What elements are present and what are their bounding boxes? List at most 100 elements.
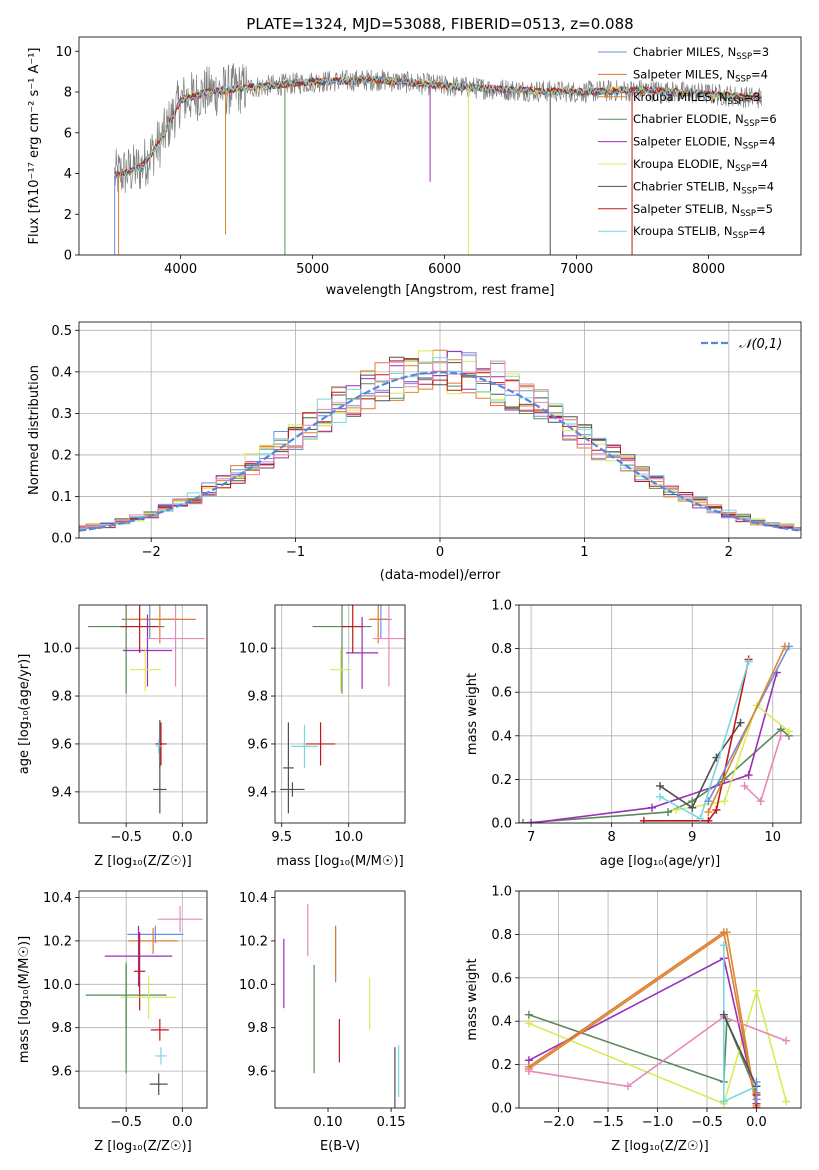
series-marker (776, 731, 785, 740)
legend-sub: SSP (736, 52, 752, 62)
legend-sub: SSP (735, 164, 751, 174)
spectrum-lines (114, 63, 762, 255)
x-tick-label: 5000 (296, 262, 329, 277)
legend-text: =3 (752, 45, 769, 59)
series-marker (527, 819, 536, 823)
residuals-ylabel: Normed distribution (27, 365, 42, 495)
legend-label: Chabrier MILES, NSSP=3 (633, 45, 769, 62)
legend-text: Salpeter STELIB, N (633, 202, 740, 216)
spectrum-axes: 4000 5000 6000 7000 8000 0 2 4 6 8 10 (55, 45, 725, 277)
y-tick-label: 0.6 (491, 971, 512, 986)
y-tick-label: 9.4 (51, 785, 72, 800)
legend-text: =4 (759, 135, 776, 149)
series-line (643, 659, 750, 822)
legend-sub: SSP (735, 74, 751, 84)
y-tick-label: 9.4 (247, 785, 268, 800)
y-tick-label: 0.0 (51, 532, 72, 547)
y-tick-label: 10.2 (239, 934, 268, 949)
y-tick-label: 10.4 (239, 891, 268, 906)
legend-sub: SSP (741, 186, 757, 196)
y-tick-label: 6 (64, 126, 72, 141)
series-marker (744, 657, 753, 666)
x-tick-label: 8000 (692, 262, 725, 277)
legend-sub: SSP (744, 119, 760, 129)
series-marker (712, 805, 721, 814)
histogram-series (79, 355, 801, 530)
legend-label: Salpeter STELIB, NSSP=5 (633, 202, 773, 219)
y-tick-label: 0.4 (491, 729, 512, 744)
y-tick-label: 0.6 (491, 686, 512, 701)
series-marker (744, 771, 753, 780)
y-tick-label: 10.0 (239, 978, 268, 993)
age_vs_mass-points (280, 605, 405, 814)
legend-text: =4 (751, 157, 768, 171)
legend-sub: SSP (728, 97, 744, 107)
x-tick-label: −2 (142, 545, 161, 560)
legend-text: =4 (748, 224, 765, 238)
y-tick-label: 9.6 (51, 1065, 72, 1080)
legend-label: Salpeter MILES, NSSP=4 (633, 67, 768, 84)
x-tick-label: 0.15 (377, 1115, 406, 1130)
legend-label: Salpeter ELODIE, NSSP=4 (633, 135, 776, 152)
mass_vs_ebv-frame (274, 890, 406, 1109)
x-tick-label: −0.5 (110, 1115, 142, 1130)
y-tick-label: 9.8 (51, 690, 72, 705)
series-line (530, 672, 778, 823)
spectrum-xlabel: wavelength [Angstrom, rest frame] (326, 283, 555, 298)
legend-text: Kroupa ELODIE, N (633, 157, 735, 171)
legend-text: Salpeter ELODIE, N (633, 135, 743, 149)
series-marker (524, 1010, 533, 1019)
series-line (528, 1015, 787, 1088)
weight_vs_Z-lines (524, 928, 791, 1108)
x-tick-label: 0.0 (746, 1115, 767, 1130)
legend-label: Kroupa STELIB, NSSP=4 (633, 224, 765, 241)
weight_vs_age-lines (519, 642, 793, 823)
mass_vs_Z-axes: −0.5 0.0 9.6 9.8 10.0 10.2 10.4 (43, 891, 207, 1130)
y-tick-label: 0.2 (491, 773, 512, 788)
y-tick-label: 0 (64, 249, 72, 264)
x-tick-label: 4000 (164, 262, 197, 277)
legend-label: Chabrier ELODIE, NSSP=6 (633, 112, 777, 129)
residuals-xlabel: (data-model)/error (380, 568, 501, 583)
series-marker (656, 781, 664, 790)
x-tick-label: 7 (527, 830, 535, 845)
spectrum-ylabel: Flux [fλ10⁻¹⁷ erg cm⁻² s⁻¹ A⁻¹] (27, 48, 42, 245)
x-tick-label: −1.0 (642, 1115, 674, 1130)
x-tick-label: 9 (688, 830, 696, 845)
gaussian-curve (79, 371, 801, 532)
y-tick-label: 0.1 (51, 490, 72, 505)
series-marker (623, 1082, 632, 1091)
histogram-series (79, 362, 801, 531)
y-tick-label: 9.6 (247, 1065, 268, 1080)
mass_vs_Z-xlabel: Z [log₁₀(Z/Z☉)] (94, 1139, 191, 1154)
x-tick-label: −0.5 (110, 830, 142, 845)
legend-sub: SSP (733, 231, 749, 241)
y-tick-label: 2 (64, 208, 72, 223)
series-marker (740, 781, 749, 790)
legend-text: =5 (756, 202, 773, 216)
x-tick-label: 0.0 (172, 1115, 193, 1130)
y-tick-label: 0.4 (51, 365, 72, 380)
legend-text: =6 (760, 112, 777, 126)
weight_vs_Z-xlabel: Z [log₁₀(Z/Z☉)] (611, 1139, 708, 1154)
y-tick-label: 9.6 (51, 737, 72, 752)
x-tick-label: 6000 (428, 262, 461, 277)
series-line (528, 1013, 758, 1094)
weight_vs_age-xlabel: age [log₁₀(age/yr)] (600, 854, 721, 869)
spectrum-title: PLATE=1324, MJD=53088, FIBERID=0513, z=0… (246, 15, 633, 33)
age_vs_Z-axes: −0.5 0.0 9.4 9.6 9.8 10.0 (43, 605, 207, 845)
series-marker (720, 797, 729, 806)
mass_vs_ebv-xlabel: E(B-V) (320, 1139, 360, 1154)
y-tick-label: 9.8 (51, 1021, 72, 1036)
histogram-series (79, 358, 801, 529)
series-marker (647, 803, 656, 812)
spectrum-legend: Chabrier MILES, NSSP=3 Salpeter MILES, NS… (598, 45, 777, 241)
series-marker (752, 1095, 761, 1104)
series-marker (519, 819, 528, 823)
weight_vs_age-frame (518, 604, 802, 824)
age_vs_mass-axes: 9.5 10.0 9.4 9.6 9.8 10.0 (239, 605, 405, 845)
legend-text: Kroupa MILES, N (633, 90, 728, 104)
histogram-series (79, 349, 801, 530)
y-tick-label: 0.8 (491, 928, 512, 943)
series-marker (719, 941, 728, 950)
